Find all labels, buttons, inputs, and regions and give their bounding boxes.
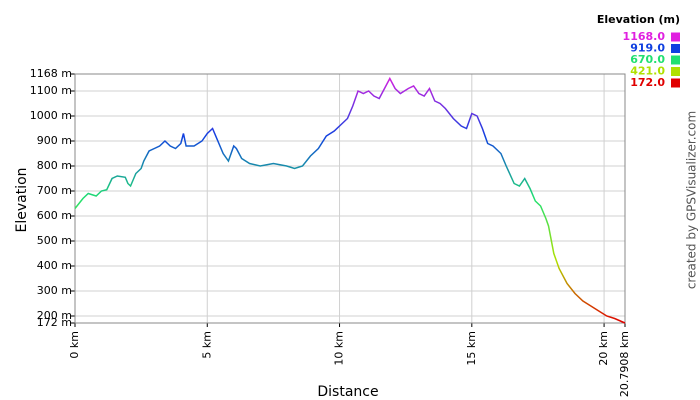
y-tick-label: 500 m — [37, 234, 72, 247]
legend-swatch — [671, 32, 680, 42]
y-tick-label: 400 m — [37, 259, 72, 272]
y-tick-label: 1168 m — [30, 67, 72, 80]
x-tick-label: 20.7908 km — [618, 331, 631, 397]
y-tick-label: 172 m — [37, 316, 72, 329]
y-axis-label: Elevation — [14, 167, 30, 232]
legend-title: Elevation (m) — [597, 13, 680, 26]
credit: created by GPSVisualizer.com — [685, 111, 699, 289]
legend-swatch — [671, 67, 680, 76]
elevation-line — [74, 76, 626, 324]
legend-label: 421.0 — [630, 65, 665, 78]
x-tick-label: 0 km — [68, 331, 81, 359]
y-tick-label: 700 m — [37, 184, 72, 197]
plot-frame — [74, 73, 626, 324]
legend-label: 172.0 — [630, 76, 665, 89]
y-tick-label: 300 m — [37, 284, 72, 297]
x-tick-label: 10 km — [333, 331, 346, 366]
y-tick-label: 200 m — [37, 309, 72, 322]
legend-swatch — [671, 55, 680, 65]
y-tick-label: 900 m — [37, 134, 72, 147]
legend-label: 919.0 — [630, 42, 665, 55]
y-tick-label: 1100 m — [30, 84, 72, 97]
y-tick-label: 1000 m — [30, 109, 72, 122]
x-tick-label: 5 km — [200, 331, 213, 359]
y-tick-label: 600 m — [37, 209, 72, 222]
x-tick-label: 15 km — [465, 331, 478, 366]
y-tick-label: 800 m — [37, 159, 72, 172]
legend-swatch — [671, 78, 680, 88]
legend-label: 670.0 — [630, 53, 665, 66]
x-tick-label: 20 km — [597, 331, 610, 366]
legend-swatch — [671, 44, 680, 53]
legend-label: 1168.0 — [623, 30, 666, 43]
x-axis-label: Distance — [317, 384, 378, 400]
